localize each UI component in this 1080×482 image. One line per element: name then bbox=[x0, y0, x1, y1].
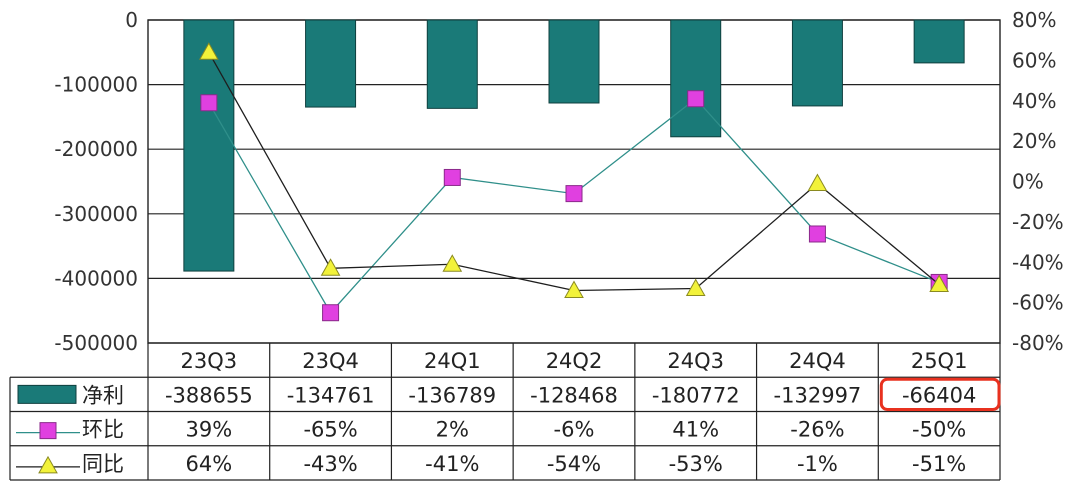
legend-label: 净利 bbox=[82, 383, 124, 407]
table-value-cell: -54% bbox=[547, 452, 601, 476]
bar-net-profit bbox=[913, 19, 965, 64]
x-tick-label: 24Q2 bbox=[546, 349, 603, 373]
y-left-tick-label: 0 bbox=[125, 8, 138, 32]
marker-qoq-square bbox=[808, 225, 826, 243]
legend-label: 环比 bbox=[82, 418, 124, 442]
table-value-cell: -6% bbox=[554, 418, 595, 442]
table-value-cell: -43% bbox=[303, 452, 357, 476]
bar-net-profit bbox=[183, 19, 235, 272]
y-right-tick-label: 60% bbox=[1012, 48, 1056, 72]
marker-yoy-triangle bbox=[929, 274, 949, 292]
y-right-tick-label: -20% bbox=[1012, 210, 1064, 234]
table-value-cell: -134761 bbox=[287, 383, 375, 407]
marker-qoq-square bbox=[565, 185, 583, 203]
x-tick-label: 24Q3 bbox=[667, 349, 724, 373]
table-value-cell: 39% bbox=[186, 418, 233, 442]
marker-yoy-triangle bbox=[685, 278, 706, 296]
legend-swatch-net-profit bbox=[17, 384, 77, 404]
x-tick-label: 24Q4 bbox=[789, 349, 846, 373]
table-value-cell: -128468 bbox=[530, 383, 618, 407]
y-right-tick-label: -60% bbox=[1012, 291, 1064, 315]
marker-yoy-triangle bbox=[199, 42, 219, 60]
table-value-cell: -388655 bbox=[165, 383, 253, 407]
y-left-tick-label: -200000 bbox=[54, 137, 138, 161]
table-value-cell: -180772 bbox=[652, 383, 740, 407]
marker-qoq-square bbox=[687, 90, 705, 108]
x-tick-label: 24Q1 bbox=[424, 349, 481, 373]
marker-yoy-triangle bbox=[564, 280, 584, 299]
table-value-cell: 41% bbox=[672, 418, 719, 442]
y-left-tick-label: -500000 bbox=[54, 331, 138, 355]
y-left-tick-label: -300000 bbox=[54, 202, 138, 226]
table-value-cell: -53% bbox=[669, 452, 723, 476]
x-tick-label: 23Q4 bbox=[302, 349, 359, 373]
table-value-cell: -136789 bbox=[408, 383, 496, 407]
legend-marker-square bbox=[39, 422, 57, 440]
table-value-cell: -132997 bbox=[774, 383, 862, 407]
table-value-cell: -41% bbox=[425, 452, 479, 476]
y-right-tick-label: 40% bbox=[1012, 89, 1056, 113]
table-value-cell: -65% bbox=[303, 418, 357, 442]
marker-yoy-triangle bbox=[320, 258, 341, 276]
table-value-cell: 64% bbox=[186, 452, 233, 476]
bar-net-profit bbox=[426, 19, 478, 109]
table-value-cell: -50% bbox=[912, 418, 966, 442]
x-tick-label: 23Q3 bbox=[181, 349, 238, 373]
marker-yoy-triangle bbox=[807, 173, 828, 192]
y-right-tick-label: -80% bbox=[1012, 331, 1064, 355]
x-tick-label: 25Q1 bbox=[911, 349, 968, 373]
y-right-tick-label: 20% bbox=[1012, 129, 1056, 153]
table-value-cell: -1% bbox=[797, 452, 838, 476]
bar-net-profit bbox=[305, 19, 357, 108]
y-left-tick-label: -100000 bbox=[54, 73, 138, 97]
legend-label: 同比 bbox=[82, 452, 124, 476]
bar-net-profit bbox=[548, 19, 600, 104]
y-right-tick-label: -40% bbox=[1012, 250, 1064, 274]
table-value-cell: -66404 bbox=[902, 383, 976, 407]
bar-net-profit bbox=[791, 19, 843, 107]
y-right-tick-label: 0% bbox=[1012, 170, 1044, 194]
marker-yoy-triangle bbox=[442, 254, 463, 272]
marker-qoq-square bbox=[200, 94, 218, 112]
bar-net-profit bbox=[670, 19, 722, 138]
legend-marker-triangle bbox=[38, 455, 58, 474]
table-value-cell: -26% bbox=[790, 418, 844, 442]
y-left-tick-label: -400000 bbox=[54, 266, 138, 290]
y-right-tick-label: 80% bbox=[1012, 8, 1056, 32]
marker-qoq-square bbox=[443, 168, 461, 186]
table-value-cell: -51% bbox=[912, 452, 966, 476]
highlight-box bbox=[879, 377, 1001, 411]
marker-qoq-square bbox=[322, 304, 340, 322]
table-value-cell: 2% bbox=[436, 418, 469, 442]
